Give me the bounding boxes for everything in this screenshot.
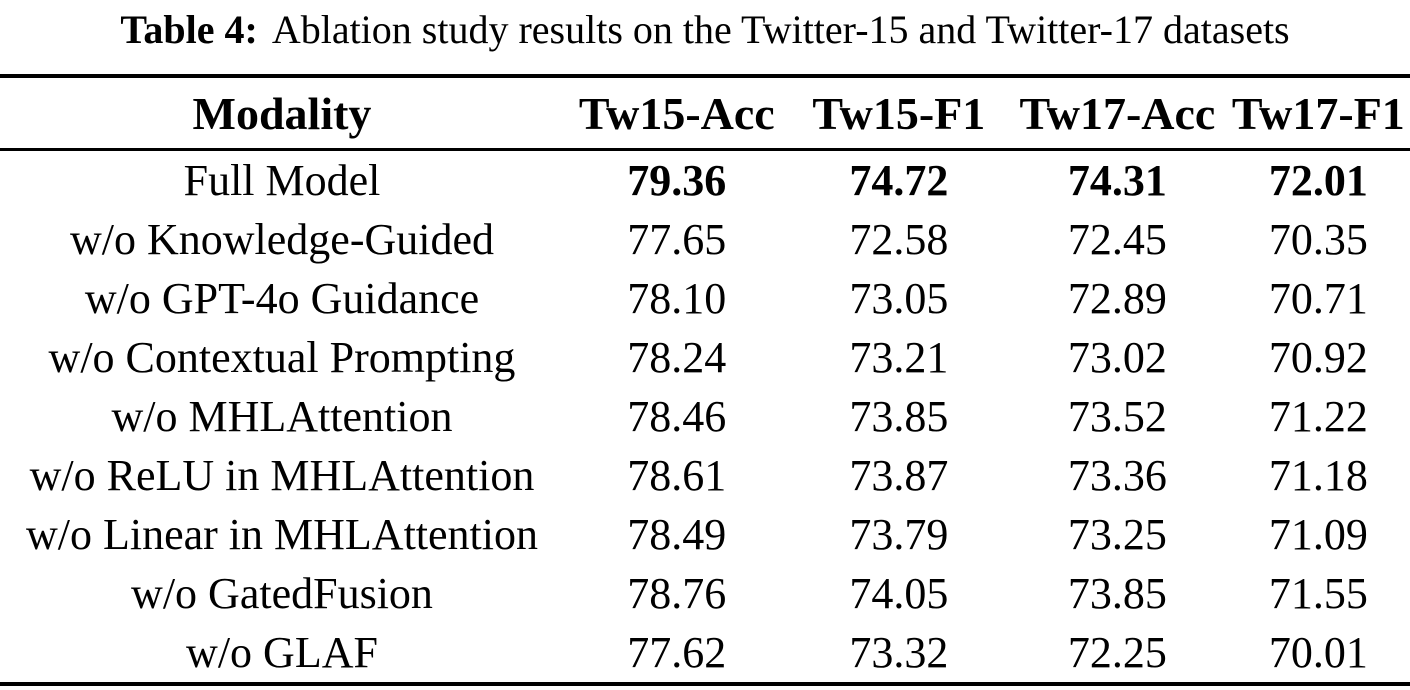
metric-cell: 78.10: [627, 274, 727, 323]
metric-cell: 73.52: [1067, 392, 1167, 441]
modality-cell: w/o Contextual Prompting: [48, 333, 516, 382]
metric-cell: 72.25: [1067, 628, 1167, 677]
metric-cell: 70.92: [1268, 333, 1368, 382]
column-header-tw17-f1: Tw17-F1: [1226, 76, 1410, 151]
modality-cell: w/o ReLU in MHLAttention: [29, 451, 535, 500]
table-row: w/o Contextual Prompting 78.24 73.21 73.02 7…: [0, 328, 1410, 387]
metric-cell: 72.01: [1268, 156, 1368, 205]
table-row: w/o MHLAttention 78.46 73.85 73.52 71.22: [0, 387, 1410, 446]
table-row: w/o GPT-4o Guidance 78.10 73.05 72.89 70.71: [0, 269, 1410, 328]
modality-cell: w/o Knowledge-Guided: [69, 215, 494, 264]
metric-cell: 71.09: [1268, 510, 1368, 559]
metric-cell: 73.85: [1067, 569, 1167, 618]
column-header-tw15-acc: Tw15-Acc: [564, 76, 790, 151]
metric-cell: 73.05: [849, 274, 949, 323]
metric-cell: 77.65: [627, 215, 727, 264]
metric-cell: 70.71: [1268, 274, 1368, 323]
metric-cell: 78.49: [627, 510, 727, 559]
table-caption-text: Ablation study results on the Twitter-15…: [271, 7, 1290, 52]
table-caption: Table 4: Ablation study results on the Tw…: [0, 0, 1410, 56]
metric-cell: 73.32: [849, 628, 949, 677]
metric-cell: 73.79: [849, 510, 949, 559]
modality-cell: w/o GatedFusion: [131, 569, 433, 618]
column-header-modality: Modality: [0, 76, 564, 151]
metric-cell: 79.36: [627, 156, 727, 205]
metric-cell: 71.18: [1268, 451, 1368, 500]
table-row: Full Model 79.36 74.72 74.31 72.01: [0, 150, 1410, 211]
metric-cell: 71.55: [1268, 569, 1368, 618]
table-row: w/o GatedFusion 78.76 74.05 73.85 71.55: [0, 564, 1410, 623]
table-row: w/o ReLU in MHLAttention 78.61 73.87 73.36 7…: [0, 446, 1410, 505]
column-header-tw15-f1: Tw15-F1: [789, 76, 1009, 151]
table-caption-label: Table 4:: [120, 7, 258, 52]
metric-cell: 73.21: [849, 333, 949, 382]
metric-cell: 73.36: [1067, 451, 1167, 500]
modality-cell: w/o GPT-4o Guidance: [84, 274, 480, 323]
modality-cell: w/o MHLAttention: [111, 392, 453, 441]
metric-cell: 73.85: [849, 392, 949, 441]
metric-cell: 77.62: [627, 628, 727, 677]
table-row: w/o Linear in MHLAttention 78.49 73.79 73.2…: [0, 505, 1410, 564]
column-header-tw17-acc: Tw17-Acc: [1008, 76, 1227, 151]
metric-cell: 73.02: [1067, 333, 1167, 382]
header-row: Modality Tw15-Acc Tw15-F1 Tw17-Acc Tw17-F1: [0, 76, 1410, 151]
table-row: w/o Knowledge-Guided 77.65 72.58 72.45 70.35: [0, 210, 1410, 269]
metric-cell: 78.46: [627, 392, 727, 441]
ablation-results-table: Modality Tw15-Acc Tw15-F1 Tw17-Acc Tw17-F1 F…: [0, 74, 1410, 686]
metric-cell: 78.76: [627, 569, 727, 618]
metric-cell: 74.72: [849, 156, 949, 205]
metric-cell: 73.87: [849, 451, 949, 500]
modality-cell: Full Model: [183, 156, 381, 205]
table-body: Full Model 79.36 74.72 74.31 72.01 w/o Knowle…: [0, 150, 1410, 685]
table-row: w/o GLAF 77.62 73.32 72.25 70.01: [0, 623, 1410, 684]
metric-cell: 74.31: [1067, 156, 1167, 205]
metric-cell: 72.45: [1067, 215, 1167, 264]
metric-cell: 71.22: [1268, 392, 1368, 441]
metric-cell: 73.25: [1067, 510, 1167, 559]
modality-cell: w/o Linear in MHLAttention: [25, 510, 538, 559]
metric-cell: 70.35: [1268, 215, 1368, 264]
metric-cell: 72.58: [849, 215, 949, 264]
modality-cell: w/o GLAF: [186, 628, 378, 677]
metric-cell: 72.89: [1067, 274, 1167, 323]
metric-cell: 78.61: [627, 451, 727, 500]
metric-cell: 78.24: [627, 333, 727, 382]
metric-cell: 74.05: [849, 569, 949, 618]
metric-cell: 70.01: [1268, 628, 1368, 677]
